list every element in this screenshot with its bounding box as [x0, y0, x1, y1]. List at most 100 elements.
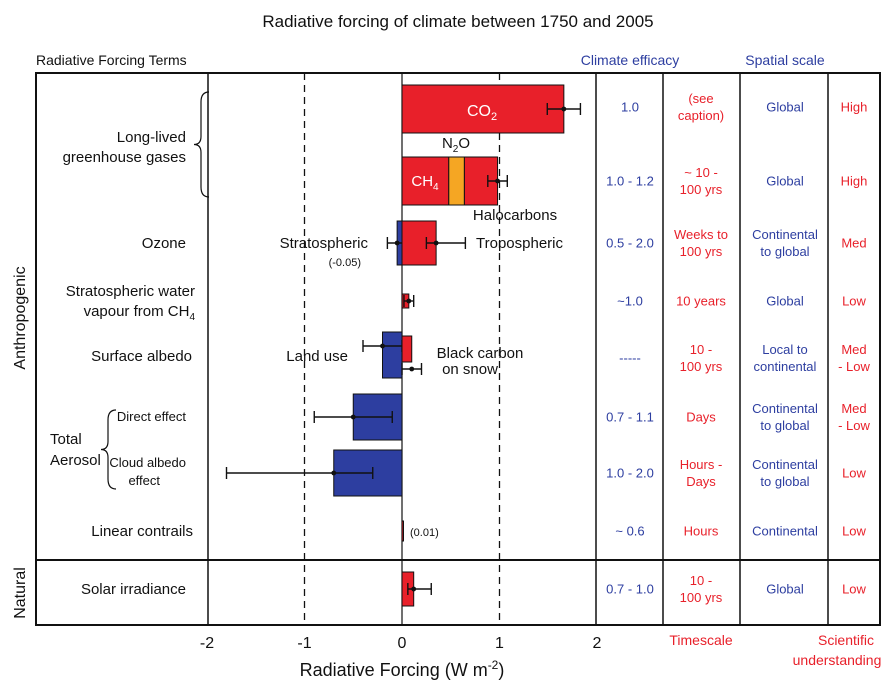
timescale-value: (see: [688, 91, 713, 106]
understanding-value: Low: [842, 294, 866, 309]
label-ch4: CH4: [411, 173, 439, 193]
understanding-value: Med: [841, 342, 866, 357]
footer-understanding-2: understanding: [793, 652, 882, 668]
efficacy-value: 0.5 - 2.0: [606, 236, 654, 251]
spatial-value: Global: [766, 582, 804, 597]
row-label-aerosol: Aerosol: [50, 452, 101, 469]
error-center-point: [495, 178, 500, 184]
footer-understanding-1: Scientific: [818, 632, 874, 648]
row-label-albedo: Surface albedo: [91, 348, 192, 365]
understanding-value: Low: [842, 582, 866, 597]
plot-area: [225, 84, 582, 607]
chart-title: Radiative forcing of climate between 175…: [262, 12, 653, 31]
outer-border: [35, 72, 881, 626]
efficacy-value: 1.0 - 1.2: [606, 174, 654, 189]
timescale-value: Hours -: [680, 457, 723, 472]
understanding-value: Low: [842, 466, 866, 481]
spatial-value: Continental: [752, 524, 818, 539]
row-labels: Anthropogenic Natural Long-lived greenhouse…: [12, 91, 210, 619]
error-center-point: [409, 366, 415, 372]
x-tick-label: 2: [593, 635, 602, 652]
label-black-carbon-1: Black carbon: [437, 345, 524, 362]
efficacy-value: 0.7 - 1.0: [606, 582, 654, 597]
label-contrails-value: (0.01): [410, 527, 439, 539]
understanding-value: High: [841, 100, 868, 115]
row-label-total: Total: [50, 431, 82, 448]
row-label-strat-1: Stratospheric water: [66, 283, 195, 300]
header-spatial: Spatial scale: [745, 52, 825, 68]
timescale-value: 10 -: [690, 573, 712, 588]
error-center-point: [433, 240, 439, 246]
spatial-value: Continental: [752, 401, 818, 416]
row-label-cloud-1: Cloud albedo: [109, 455, 186, 470]
bar-co2: [401, 84, 565, 134]
spatial-value: Global: [766, 100, 804, 115]
spatial-value: Local to: [762, 342, 808, 357]
understanding-value: Low: [842, 524, 866, 539]
spatial-value: Global: [766, 174, 804, 189]
understanding-value: - Low: [838, 418, 870, 433]
x-tick-label: 0: [398, 635, 407, 652]
error-center-point: [561, 106, 567, 112]
error-center-point: [411, 586, 417, 592]
spatial-value: to global: [760, 418, 809, 433]
spatial-value: to global: [760, 474, 809, 489]
error-center-point: [406, 298, 412, 304]
label-co2: CO2: [467, 103, 497, 123]
timescale-value: Days: [686, 474, 716, 489]
group-label-anthropogenic: Anthropogenic: [12, 266, 29, 369]
bar-n2o: [448, 156, 465, 206]
timescale-value: 100 yrs: [680, 359, 723, 374]
ghg-brace: [193, 91, 210, 198]
label-strat-value: (-0.05): [329, 257, 361, 269]
chart-frame: [35, 72, 881, 626]
timescale-value: caption): [678, 108, 724, 123]
understanding-value: Med: [841, 236, 866, 251]
efficacy-value: ~1.0: [617, 294, 643, 309]
spatial-value: Continental: [752, 227, 818, 242]
efficacy-value: 1.0: [621, 100, 639, 115]
row-label-ghg-2: greenhouse gases: [63, 149, 186, 166]
timescale-value: Weeks to: [674, 227, 728, 242]
group-label-natural: Natural: [12, 567, 29, 619]
row-label-ozone: Ozone: [142, 235, 186, 252]
label-halocarbons: Halocarbons: [473, 207, 557, 224]
label-n2o: N2O: [442, 135, 470, 155]
understanding-value: Med: [841, 401, 866, 416]
error-center-point: [350, 414, 356, 420]
timescale-value: 10 -: [690, 342, 712, 357]
timescale-value: Hours: [684, 524, 719, 539]
label-black-carbon-2: on snow: [442, 361, 498, 378]
footer-timescale: Timescale: [669, 632, 732, 648]
efficacy-value: 1.0 - 2.0: [606, 466, 654, 481]
row-label-contrails: Linear contrails: [91, 523, 193, 540]
x-axis-label: Radiative Forcing (W m-2): [300, 658, 505, 680]
understanding-value: - Low: [838, 359, 870, 374]
row-label-cloud-2: effect: [128, 473, 160, 488]
error-center-point: [380, 343, 385, 349]
label-stratospheric: Stratospheric: [280, 235, 369, 252]
timescale-value: 100 yrs: [680, 590, 723, 605]
error-center-point: [331, 470, 337, 476]
bar-black-carbon-on-snow: [401, 335, 413, 363]
attribute-columns: 1.0 (see caption) Global High 1.0 - 1.2 ~ 10 -…: [606, 91, 870, 605]
timescale-value: Days: [686, 410, 716, 425]
bar-linear-contrails: [401, 520, 404, 542]
timescale-value: 100 yrs: [680, 244, 723, 259]
label-land-use: Land use: [286, 348, 348, 365]
x-axis: -2 -1 0 1 2 Radiative Forcing (W m-2) Timescal…: [200, 632, 881, 680]
spatial-value: to global: [760, 244, 809, 259]
x-tick-label: -2: [200, 635, 214, 652]
row-label-solar: Solar irradiance: [81, 581, 186, 598]
row-label-strat-2: vapour from CH4: [84, 303, 196, 323]
error-center-point: [394, 240, 400, 246]
spatial-value: continental: [754, 359, 817, 374]
efficacy-value: 0.7 - 1.1: [606, 410, 654, 425]
timescale-value: ~ 10 -: [684, 165, 718, 180]
efficacy-value: -----: [619, 351, 641, 366]
x-tick-label: -1: [297, 635, 311, 652]
bar-ch4: [401, 156, 450, 206]
row-label-direct: Direct effect: [117, 409, 187, 424]
